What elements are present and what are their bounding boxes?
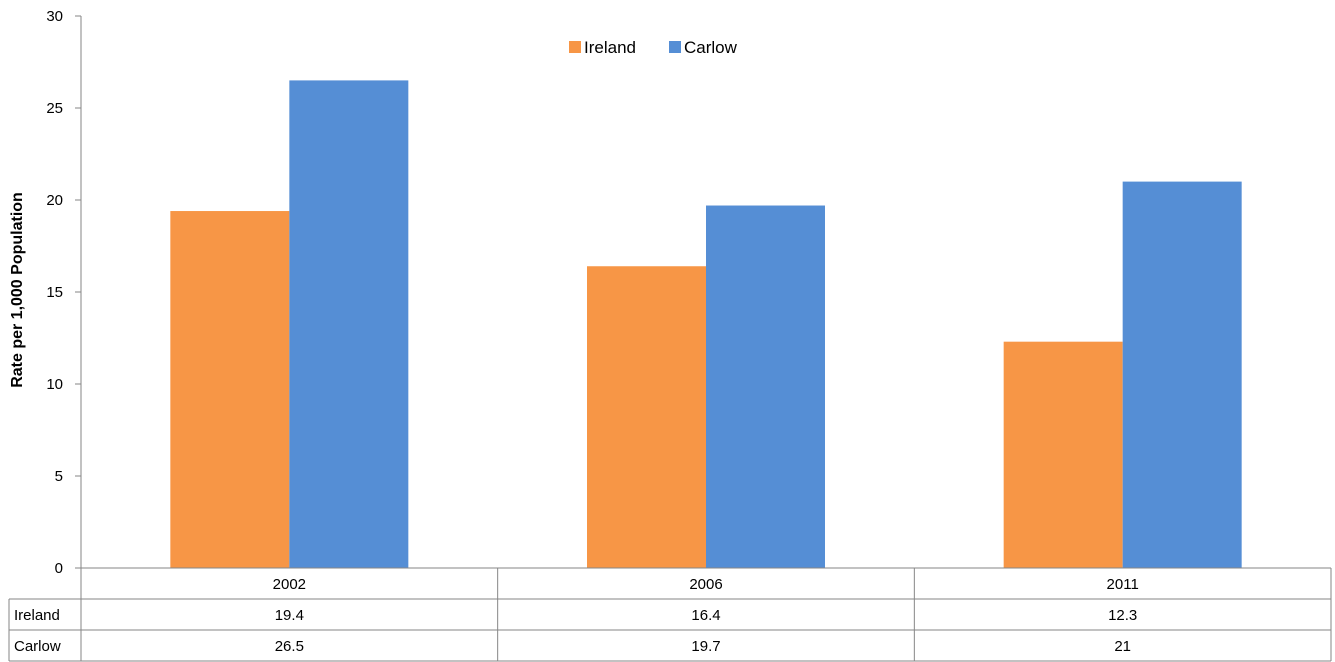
table-cell: 16.4 (691, 607, 720, 624)
bar-carlow-2006 (706, 205, 825, 568)
legend-swatch-carlow (669, 41, 681, 53)
data-table: 2002 2006 2011 Ireland 19.4 16.4 12.3 Carlow 26.… (8, 567, 1332, 662)
legend: Ireland Carlow (569, 38, 738, 57)
y-tick-label: 15 (46, 284, 63, 301)
bar-carlow-2011 (1122, 181, 1242, 568)
y-tick-label: 20 (46, 192, 63, 209)
x-tick-label: 2006 (689, 576, 722, 593)
bar-carlow-2002 (289, 80, 409, 569)
table-cell: 21 (1114, 638, 1131, 655)
bars (170, 80, 1242, 569)
y-tick-label: 25 (46, 100, 63, 117)
table-cell: 26.5 (275, 638, 304, 655)
bar-ireland-2011 (1003, 341, 1123, 568)
bar-ireland-2002 (170, 211, 290, 569)
y-axis-title: Rate per 1,000 Population (9, 192, 26, 388)
legend-label-carlow: Carlow (684, 38, 738, 57)
y-tick-label: 5 (55, 468, 63, 485)
y-axis: 0 5 10 15 20 25 30 (46, 8, 82, 577)
y-tick-label: 10 (46, 376, 63, 393)
legend-swatch-ireland (569, 41, 581, 53)
table-row-header-ireland: Ireland (14, 607, 60, 624)
x-tick-label: 2011 (1107, 576, 1139, 593)
table-row-header-carlow: Carlow (14, 638, 61, 655)
legend-label-ireland: Ireland (584, 38, 636, 57)
bar-ireland-2006 (587, 266, 706, 568)
x-tick-label: 2002 (273, 576, 306, 593)
table-cell: 19.4 (275, 607, 304, 624)
table-cell: 19.7 (691, 638, 720, 655)
table-cell: 12.3 (1108, 607, 1137, 624)
y-tick-label: 30 (46, 8, 63, 25)
y-tick-label: 0 (55, 560, 63, 577)
